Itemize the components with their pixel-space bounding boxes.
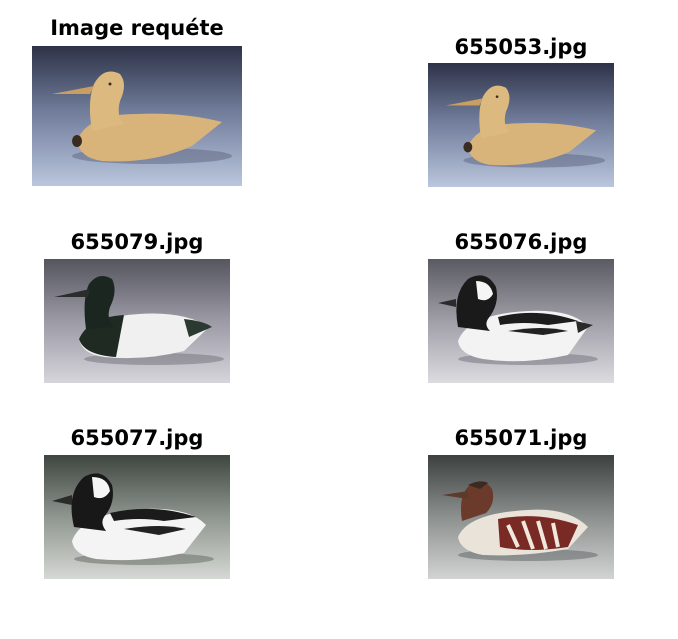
result-image-title: 655076.jpg (454, 230, 588, 254)
result-image (428, 455, 614, 579)
result-image (44, 455, 230, 579)
result-image (428, 259, 614, 383)
result-image-title: 655077.jpg (70, 426, 204, 450)
duck-decoy-tan-icon (32, 46, 242, 186)
bufflehead-decoy-icon (44, 455, 230, 579)
merganser-decoy-icon (428, 455, 614, 579)
result-image-title: 655053.jpg (454, 35, 588, 59)
duck-decoy-tan-icon (428, 63, 614, 187)
result-image (428, 63, 614, 187)
duck-decoy-black-white-icon (44, 259, 230, 383)
query-image-title: Image requéte (50, 16, 224, 40)
result-image-title: 655071.jpg (454, 426, 588, 450)
result-image (44, 259, 230, 383)
result-image-title: 655079.jpg (70, 230, 204, 254)
query-image (32, 46, 242, 186)
bufflehead-decoy-icon (428, 259, 614, 383)
